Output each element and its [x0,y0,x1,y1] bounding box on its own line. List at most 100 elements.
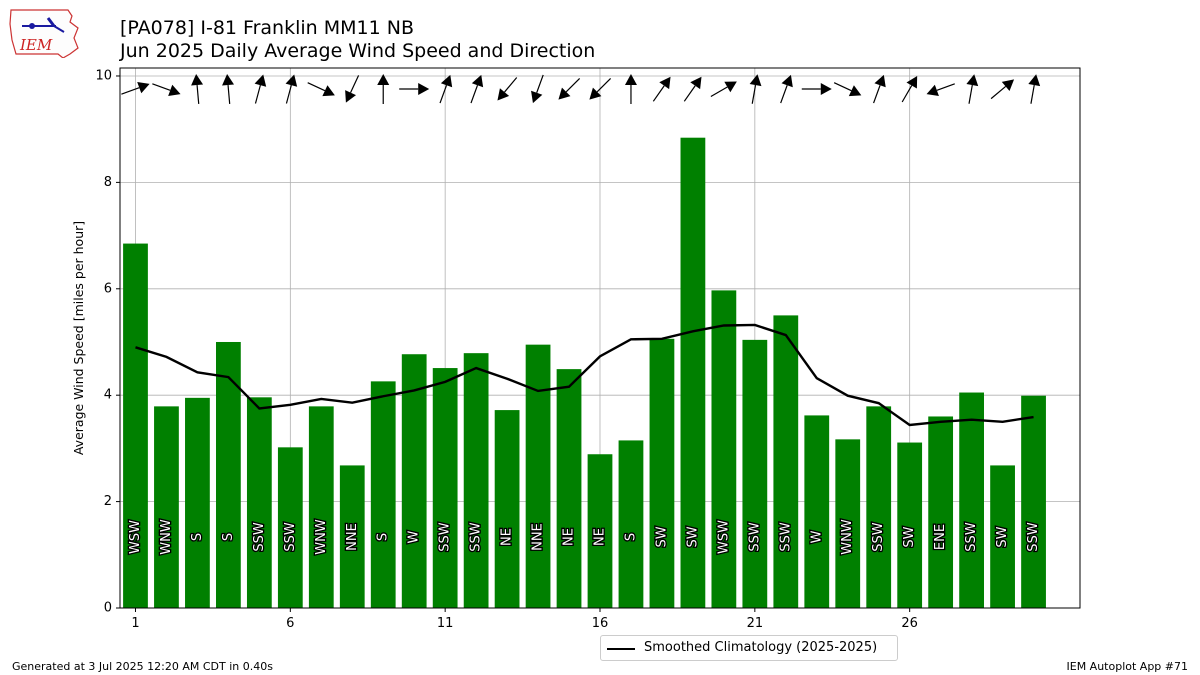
bar [773,315,799,608]
wind-direction-arrow-shaft [710,86,728,98]
bar [1021,395,1046,608]
chart-title: [PA078] I-81 Franklin MM11 NB [120,17,414,39]
bar [123,243,148,608]
direction-label: NE [593,528,608,546]
legend: Smoothed Climatology (2025-2025) [600,635,898,661]
app-credit: IEM Autoplot App #71 [1066,660,1189,673]
wind-direction-arrow-shaft [1030,84,1035,104]
bar [897,442,923,608]
wind-direction-arrow-shaft [780,85,788,104]
bar [804,415,830,608]
y-tick-label: 8 [104,175,112,190]
direction-label: SW [902,526,917,547]
wind-direction-arrow-head [558,87,571,100]
wind-direction-arrow-head [191,74,204,86]
wind-direction-arrow-head [137,81,150,94]
wind-direction-arrow-head [345,90,357,103]
direction-label: ENE [933,524,948,550]
wind-direction-arrow-head [285,74,298,87]
wind-direction-arrow-head [659,76,671,90]
direction-label: SSW [438,522,453,552]
bar [463,353,489,608]
direction-label-layer: WSW WNW S S SSW SSW WNW NNE S W SSW SSW NE NNE NE NE S SW… [127,518,1043,556]
direction-label: WSW [716,520,731,554]
wind-direction-arrow-shaft [751,84,757,104]
bar [835,439,861,608]
bar [308,406,334,608]
direction-label: NE [562,528,577,546]
direction-label: WSW [128,520,143,554]
direction-label: W [809,530,824,543]
direction-label: W [407,530,422,543]
bar [185,397,210,608]
direction-label: WNW [840,519,855,555]
bar [618,440,644,608]
wind-direction-arrow-shaft [470,85,479,104]
wind-direction-arrow-head [418,83,430,95]
legend-label: Smoothed Climatology (2025-2025) [644,640,878,655]
direction-label: SW [654,526,669,547]
wind-direction-arrow-shaft [565,77,581,93]
wind-direction-arrow-shaft [285,84,292,104]
direction-label: WNW [159,519,174,555]
wind-direction-arrow-head [781,74,793,88]
wind-barb-flag [46,17,56,27]
wind-direction-arrow-shaft [504,77,518,93]
bar [587,454,613,608]
wind-direction-arrow-shaft [683,85,696,102]
wind-direction-arrow-shaft [596,77,612,93]
bar [990,465,1015,608]
generated-timestamp: Generated at 3 Jul 2025 12:20 AM CDT in … [12,660,273,673]
wind-direction-arrow-head [1001,79,1015,92]
bar [866,406,892,608]
arrow-layer [121,74,1041,104]
x-tick-label: 6 [286,616,294,631]
wind-direction-arrow-head [874,74,886,88]
station-dot [29,23,35,29]
wind-direction-arrow-head [749,74,762,87]
wind-direction-arrow-shaft [968,84,973,104]
wind-direction-arrow-shaft [936,83,955,91]
bar [649,338,675,608]
wind-direction-arrow-head [531,90,543,104]
wind-direction-arrow-shaft [439,85,448,104]
direction-label: SSW [252,522,267,552]
direction-label: SSW [469,522,484,552]
chart-subtitle: Jun 2025 Daily Average Wind Speed and Di… [120,40,596,62]
wind-direction-arrow-head [168,84,181,97]
wind-direction-arrow-shaft [536,74,544,93]
wind-direction-arrow-head [377,74,390,85]
direction-label: WNW [314,519,329,555]
wind-direction-arrow-head [497,88,510,101]
bar [928,416,954,608]
bar [216,341,241,608]
line-layer [135,323,1034,427]
climatology-line [135,323,1034,427]
bar [401,354,427,608]
x-tick-label: 1 [131,616,139,631]
y-tick-label: 10 [95,68,112,83]
wind-direction-arrow-head [724,81,737,93]
direction-label: S [623,533,638,541]
wind-direction-arrow-head [322,85,335,97]
direction-label: NNE [531,523,546,551]
bar [277,447,303,608]
wind-direction-arrow-shaft [307,82,326,92]
wind-direction-arrow-shaft [254,84,261,104]
wind-direction-arrow-shaft [901,85,913,103]
bar [494,410,520,608]
wind-direction-arrow-head [906,76,918,89]
direction-label: SW [685,526,700,547]
wind-direction-arrow-shaft [227,84,231,104]
bar [246,397,272,608]
direction-label: SSW [747,522,762,552]
wind-direction-arrow-head [254,74,267,87]
iem-logo: IEM [9,9,79,58]
wind-direction-arrow-shaft [652,85,665,102]
wind-direction-arrow-shaft [990,85,1007,100]
bar [711,290,737,608]
wind-direction-arrow-shaft [873,85,881,104]
x-tick-label: 11 [437,616,454,631]
wind-direction-arrow-shaft [833,82,852,92]
